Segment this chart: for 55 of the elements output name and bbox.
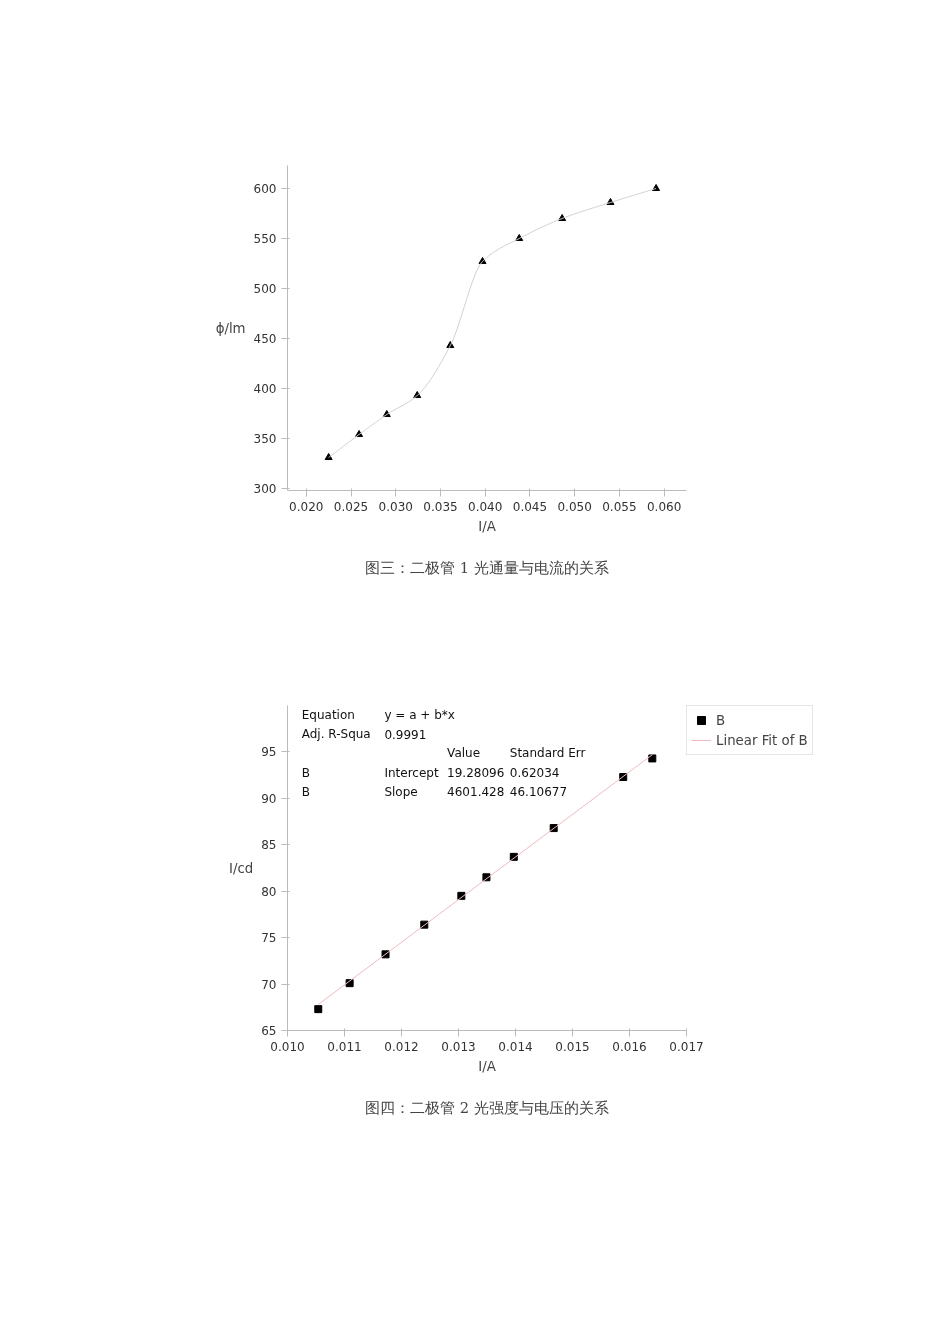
x-tick-label: 0.017 [669,1039,704,1054]
x-tick-label: 0.010 [270,1039,305,1054]
annotation: 0.9991 [384,727,427,742]
x-tick-label: 0.011 [327,1039,362,1054]
x-tick-label: 0.014 [498,1039,533,1054]
annotation: Slope [384,784,418,799]
annotation: Equation [301,708,355,723]
y-tick-label: 600 [253,182,277,196]
annotation: B [301,784,310,799]
annotation: B [301,765,310,780]
y-tick-label: 300 [253,482,277,496]
y-tick-label: 95 [261,745,277,760]
y-tick-label: 500 [253,282,277,296]
x-tick-label: 0.055 [602,499,637,514]
y-tick-label: 75 [261,931,277,946]
x-tick-label: 0.030 [378,499,413,514]
annotation: y = a + b*x [384,708,455,723]
x-axis-title: I/A [478,518,496,534]
x-tick-label: 0.013 [441,1039,476,1054]
annotation: Intercept [384,765,439,780]
legend-label: Linear Fit of B [716,732,808,748]
point [314,1005,323,1014]
annotation: Adj. R-Squa [301,727,371,742]
y-tick-label: 400 [253,382,277,396]
x-tick-label: 0.016 [612,1039,647,1054]
y-tick-label: 70 [261,977,277,992]
y-tick-label: 550 [253,232,277,246]
x-tick-label: 0.060 [646,499,682,514]
y-tick-label: 80 [261,884,277,899]
annotation: 0.62034 [509,766,560,781]
x-tick-label: 0.015 [555,1039,590,1054]
text: 图三：二极管 1 光通量与电流的关系 [365,558,609,576]
y-tick-label: 85 [261,838,277,853]
point [324,452,333,461]
annotation: Standard Err [509,746,586,761]
x-tick-label: 0.050 [557,499,592,514]
annotation: 46.10677 [509,785,568,800]
y-tick-label: 450 [253,332,277,346]
annotation: 19.28096 [447,766,505,781]
y-axis-title: ϕ/lm [215,320,246,336]
x-tick-label: 0.025 [333,499,369,514]
text: 图四：二极管 2 光强度与电压的关系 [365,1098,609,1116]
annotation: Value [447,746,481,761]
y-axis-title: I/cd [229,860,254,876]
x-tick-label: 0.035 [423,499,458,514]
y-tick-label: 90 [261,791,277,806]
x-tick-label: 0.040 [468,499,503,514]
x-axis-title: I/A [478,1058,496,1074]
x-tick-label: 0.012 [384,1039,419,1054]
x-tick-label: 0.020 [289,499,324,514]
legend-label: B [716,712,727,728]
y-tick-label: 65 [261,1024,277,1038]
annotation: 4601.428 [447,785,505,800]
y-tick-label: 350 [253,432,277,446]
x-tick-label: 0.045 [512,499,548,514]
